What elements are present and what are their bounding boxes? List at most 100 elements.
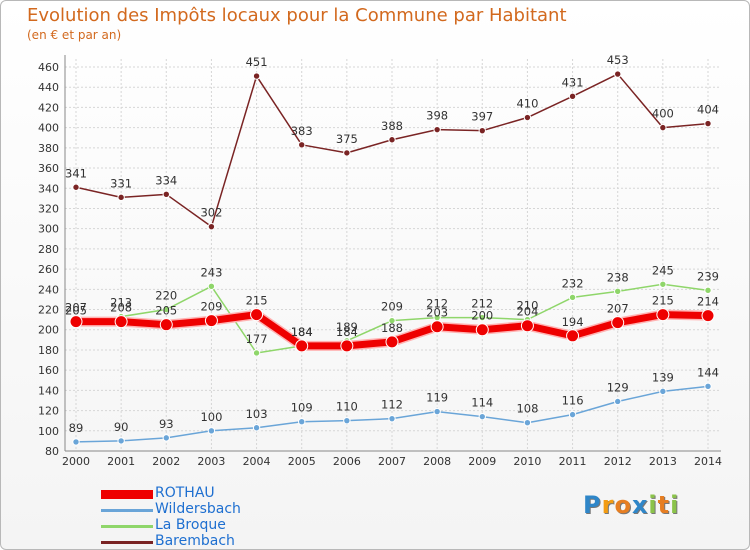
logo-letter: i — [648, 491, 658, 519]
data-label-barembach: 375 — [336, 132, 358, 146]
data-label-la-broque: 184 — [291, 325, 313, 339]
data-label-rothau: 209 — [200, 300, 222, 314]
y-tick-label: 440 — [38, 81, 59, 94]
legend-label-barembach: Barembach — [155, 533, 235, 549]
data-label-rothau: 208 — [110, 301, 132, 315]
data-label-rothau: 215 — [246, 294, 268, 308]
legend-label-rothau: ROTHAU — [155, 485, 215, 501]
legend-swatch-wildersbach — [101, 509, 153, 512]
data-label-la-broque: 243 — [200, 265, 222, 279]
data-label-la-broque: 238 — [607, 270, 629, 284]
x-tick-label: 2009 — [468, 455, 496, 468]
logo-letter: x — [631, 491, 649, 519]
x-tick-label: 2000 — [62, 455, 90, 468]
data-label-barembach: 334 — [155, 173, 177, 187]
data-label-barembach: 331 — [110, 176, 132, 190]
data-label-la-broque: 212 — [426, 297, 448, 311]
y-tick-label: 120 — [38, 405, 59, 418]
series-line-wildersbach — [75, 385, 709, 443]
data-label-wildersbach: 93 — [159, 417, 174, 431]
point-barembach — [298, 141, 306, 149]
data-label-barembach: 341 — [65, 166, 87, 180]
y-tick-label: 80 — [45, 445, 59, 458]
data-label-wildersbach: 103 — [246, 407, 268, 421]
y-tick-label: 180 — [38, 344, 59, 357]
data-label-la-broque: 232 — [562, 276, 584, 290]
y-tick-label: 240 — [38, 283, 59, 296]
point-la-broque — [704, 286, 712, 295]
legend-swatch-barembach — [101, 541, 153, 544]
point-rothau — [611, 316, 625, 330]
y-tick-label: 220 — [38, 304, 59, 317]
point-rothau — [566, 329, 580, 343]
point-wildersbach — [72, 438, 80, 446]
data-label-rothau: 215 — [652, 294, 674, 308]
y-tick-label: 200 — [38, 324, 59, 337]
x-tick-label: 2006 — [333, 455, 361, 468]
x-tick-label: 2002 — [152, 455, 180, 468]
point-barembach — [388, 136, 396, 144]
point-barembach — [568, 92, 577, 101]
point-rothau — [656, 308, 670, 322]
point-barembach — [659, 123, 667, 132]
point-barembach — [478, 126, 486, 135]
data-label-wildersbach: 116 — [562, 394, 584, 408]
data-label-barembach: 400 — [652, 107, 674, 121]
x-tick-label: 2005 — [288, 455, 316, 468]
legend-swatch-la-broque — [101, 525, 153, 528]
point-rothau — [114, 315, 128, 329]
data-label-la-broque: 220 — [155, 289, 177, 303]
data-label-wildersbach: 114 — [471, 396, 493, 410]
data-label-rothau: 203 — [426, 306, 448, 320]
point-barembach — [433, 125, 441, 134]
point-rothau — [385, 335, 399, 349]
logo-letter: P — [583, 491, 602, 519]
point-la-broque — [252, 349, 261, 357]
x-tick-label: 2003 — [197, 455, 225, 468]
data-label-rothau: 207 — [65, 301, 87, 315]
data-label-rothau: 184 — [291, 325, 313, 339]
legend-label-la-broque: La Broque — [155, 517, 226, 533]
data-label-wildersbach: 100 — [200, 410, 222, 424]
data-label-wildersbach: 144 — [697, 365, 719, 379]
y-tick-label: 160 — [38, 364, 59, 377]
point-rothau — [520, 319, 534, 333]
x-tick-label: 2007 — [378, 455, 406, 468]
data-label-rothau: 207 — [607, 302, 629, 316]
point-la-broque — [478, 313, 486, 322]
x-tick-label: 2013 — [649, 455, 677, 468]
data-label-wildersbach: 89 — [69, 421, 84, 435]
data-label-barembach: 410 — [516, 97, 538, 111]
x-tick-label: 2014 — [694, 455, 722, 468]
point-barembach — [523, 113, 532, 122]
x-tick-label: 2004 — [243, 455, 271, 468]
point-rothau — [250, 308, 264, 322]
data-label-wildersbach: 119 — [426, 391, 448, 405]
point-rothau — [159, 318, 173, 332]
x-tick-label: 2011 — [559, 455, 587, 468]
y-tick-label: 140 — [38, 384, 59, 397]
data-label-barembach: 302 — [200, 206, 222, 220]
data-label-wildersbach: 129 — [607, 380, 629, 394]
data-label-la-broque: 177 — [246, 332, 268, 346]
point-barembach — [207, 222, 216, 231]
point-rothau — [340, 339, 354, 353]
data-label-rothau: 184 — [336, 325, 358, 339]
y-tick-label: 320 — [38, 202, 59, 215]
point-rothau — [475, 323, 489, 337]
chart-subtitle: (en € et par an) — [27, 28, 122, 42]
y-tick-label: 340 — [38, 182, 59, 195]
y-tick-label: 280 — [38, 243, 59, 256]
data-label-barembach: 383 — [291, 124, 313, 138]
point-barembach — [252, 72, 261, 80]
data-label-barembach: 404 — [697, 103, 719, 117]
point-la-broque — [162, 305, 170, 314]
point-barembach — [343, 149, 351, 157]
point-barembach — [614, 70, 622, 78]
data-label-barembach: 453 — [607, 53, 629, 67]
point-la-broque — [659, 280, 667, 288]
data-label-rothau: 200 — [471, 309, 493, 323]
y-tick-label: 460 — [38, 61, 59, 74]
